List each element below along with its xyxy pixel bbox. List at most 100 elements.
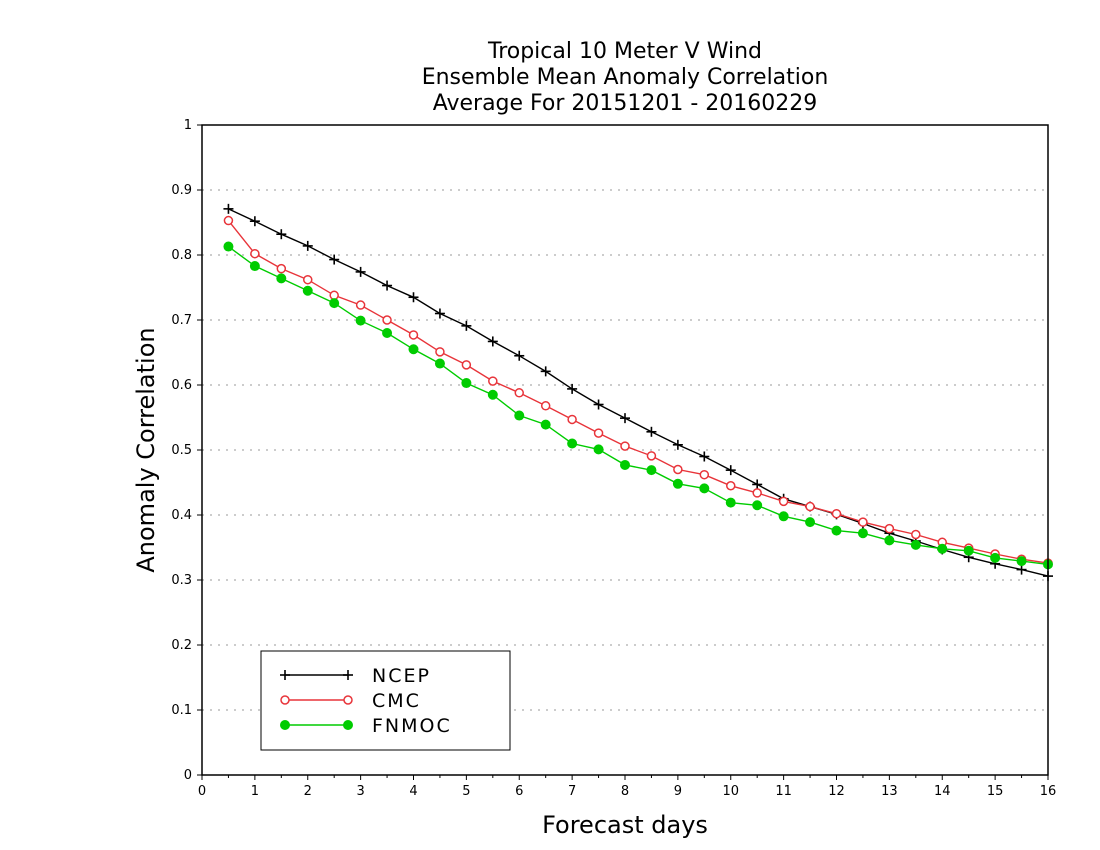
cmc-point	[303, 274, 313, 285]
ncep-point	[567, 383, 578, 394]
cmc-point	[699, 469, 710, 480]
cmc-point	[593, 428, 604, 438]
cmc-point	[620, 441, 630, 451]
cmc-point	[276, 263, 287, 274]
cmc-point	[382, 315, 392, 325]
x-tick-label: 3	[356, 784, 364, 799]
chart-title-line: Tropical 10 Meter V Wind	[487, 39, 762, 64]
ncep-point	[408, 292, 419, 303]
x-tick-label: 7	[568, 784, 576, 799]
ncep-point	[434, 308, 445, 319]
fnmoc-point	[276, 273, 287, 284]
fnmoc-point	[540, 419, 551, 430]
x-tick-label: 6	[515, 784, 523, 799]
cmc-point	[778, 496, 789, 507]
series-fnmoc	[223, 241, 1053, 570]
fnmoc-point	[778, 511, 789, 522]
x-axis-title: Forecast days	[542, 811, 708, 839]
series-line-ncep	[228, 208, 1049, 577]
x-tick-label: 8	[621, 784, 629, 799]
x-tick-label: 1	[251, 784, 259, 799]
cmc-point	[461, 360, 472, 370]
cmc-point	[911, 529, 921, 540]
y-tick-label: 0.9	[171, 183, 192, 198]
x-tick-label: 9	[674, 784, 682, 799]
cmc-point	[250, 248, 260, 259]
plot-frame	[201, 124, 1049, 776]
series-line-fnmoc	[227, 246, 1049, 566]
fnmoc-point	[963, 545, 974, 556]
ncep-point	[276, 229, 287, 240]
legend-ncep-start-point	[280, 670, 290, 680]
y-tick-label: 0.6	[171, 378, 192, 393]
fnmoc-point	[355, 315, 366, 326]
fnmoc-point	[567, 438, 578, 449]
x-tick-label: 2	[304, 784, 312, 799]
fnmoc-point	[408, 344, 419, 355]
legend-label-cmc: CMC	[372, 690, 421, 712]
ncep-point	[355, 266, 366, 277]
legend-cmc-start-point	[280, 695, 290, 705]
legend-label-ncep: NCEP	[372, 665, 431, 687]
y-tick-label: 0.3	[171, 573, 192, 588]
chart-title-line: Average For 20151201 - 20160229	[433, 91, 818, 116]
y-tick-label: 0.8	[171, 248, 192, 263]
fnmoc-point	[620, 459, 630, 470]
fnmoc-point	[593, 444, 604, 455]
y-tick-label: 0.5	[171, 443, 192, 458]
x-tick-label: 11	[775, 784, 792, 799]
fnmoc-point	[302, 285, 313, 296]
cmc-point	[805, 501, 815, 512]
cmc-point	[726, 481, 736, 491]
ncep-point	[461, 320, 472, 331]
cmc-point	[514, 388, 524, 398]
legend-fnmoc-end-point	[343, 720, 353, 730]
x-tick-label: 13	[881, 784, 898, 799]
ncep-point	[329, 254, 340, 265]
chart-title-line: Ensemble Mean Anomaly Correlation	[422, 65, 829, 90]
legend: NCEP CMC FNMOC	[260, 650, 511, 751]
x-tick-label: 12	[828, 784, 845, 799]
cmc-point	[223, 215, 234, 226]
fnmoc-point	[461, 378, 472, 389]
data-series	[223, 203, 1053, 582]
fnmoc-point	[223, 241, 234, 252]
x-tick-label: 14	[934, 784, 951, 799]
ncep-point	[646, 426, 657, 437]
ncep-point	[725, 465, 736, 476]
ncep-point	[249, 216, 260, 227]
cmc-point	[858, 517, 868, 527]
fnmoc-point	[831, 525, 842, 536]
x-tick-label: 4	[409, 784, 417, 799]
cmc-point	[646, 451, 657, 461]
x-tick-label: 10	[722, 784, 739, 799]
ncep-point	[620, 413, 630, 424]
y-axis-title: Anomaly Correlation	[132, 327, 160, 572]
ncep-point	[1016, 564, 1027, 575]
x-tick-label: 16	[1040, 784, 1057, 799]
grid-lines	[202, 189, 1048, 711]
fnmoc-point	[884, 535, 895, 546]
cmc-point	[408, 330, 419, 340]
series-line-cmc	[227, 220, 1049, 564]
fnmoc-point	[910, 539, 921, 550]
ncep-point	[672, 439, 683, 450]
ncep-point	[223, 203, 234, 214]
ncep-point	[593, 399, 604, 410]
x-tick-label: 15	[987, 784, 1004, 799]
x-tick-label: 5	[462, 784, 470, 799]
series-ncep	[223, 203, 1053, 582]
fnmoc-point	[646, 465, 657, 476]
ncep-point	[487, 336, 498, 347]
axes: 0 1 2 3 4 5 6 7 8 9 10 11 12 13 14 15 1600.10.20.30.40.5…	[171, 118, 1056, 799]
ncep-point	[382, 280, 393, 291]
cmc-point	[752, 488, 762, 498]
fnmoc-point	[990, 552, 1001, 563]
ncep-point	[752, 479, 763, 490]
x-tick-label: 0	[198, 784, 206, 799]
fnmoc-point	[857, 528, 868, 539]
legend-ncep-end-point	[343, 670, 353, 680]
y-tick-label: 0.2	[171, 638, 192, 653]
